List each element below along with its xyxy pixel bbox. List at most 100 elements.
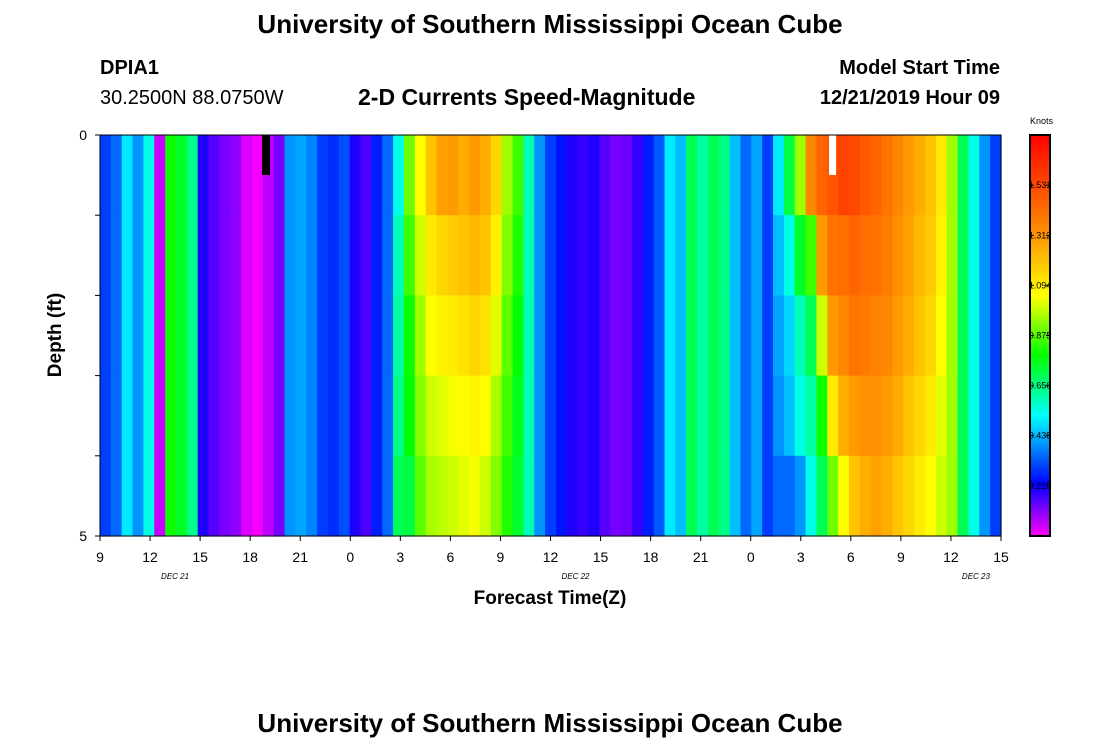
- heatmap-cell: [566, 295, 579, 377]
- heatmap-cell: [165, 215, 177, 296]
- heatmap-cell: [870, 375, 883, 457]
- heatmap-cell: [186, 295, 199, 377]
- heatmap-cell: [827, 135, 839, 216]
- heatmap-cell: [588, 455, 600, 537]
- model-start-label: Model Start Time: [839, 57, 1000, 79]
- heatmap-cell: [219, 215, 231, 296]
- day-label: DEC 21: [161, 572, 189, 581]
- heatmap-cell: [870, 295, 883, 377]
- heatmap-cell: [534, 215, 546, 296]
- heatmap-cell: [631, 215, 644, 296]
- heatmap-cell: [697, 135, 709, 216]
- heatmap-cell: [338, 295, 351, 377]
- heatmap-cell: [849, 375, 861, 457]
- heatmap-cell: [100, 375, 112, 457]
- heatmap-cell: [132, 375, 145, 457]
- heatmap-cell: [523, 215, 535, 296]
- heatmap-cell: [121, 215, 134, 296]
- heatmap-cell: [154, 215, 166, 296]
- x-axis-title: Forecast Time(Z): [474, 588, 627, 609]
- heatmap-cell: [306, 295, 318, 377]
- heatmap-cell: [490, 455, 503, 537]
- heatmap-cell: [968, 375, 980, 457]
- heatmap-cell: [501, 455, 514, 537]
- heatmap-cell: [306, 455, 318, 537]
- x-tick-label: 9: [497, 549, 505, 565]
- heatmap-cell: [479, 135, 492, 216]
- heatmap-cell: [925, 135, 937, 216]
- x-tick-label: 0: [747, 549, 755, 565]
- heatmap-chart: 05 9 12 15 18 21 0 3 6 9 12 15 18 21 0 3 6 9 12 15 DEC 21 D…: [45, 116, 1054, 609]
- heatmap-cell: [783, 215, 796, 296]
- heatmap-cell: [621, 295, 633, 377]
- heatmap-cell: [165, 135, 177, 216]
- heatmap-cell: [990, 215, 1002, 296]
- heatmap-cell: [251, 295, 264, 377]
- heatmap-cell: [783, 375, 796, 457]
- heatmap-cell: [306, 135, 318, 216]
- heatmap-cell: [403, 215, 416, 296]
- heatmap-cell: [925, 295, 937, 377]
- heatmap-cell: [523, 295, 535, 377]
- heatmap-cell: [110, 135, 123, 216]
- heatmap-cell: [729, 135, 742, 216]
- heatmap-cell: [675, 135, 687, 216]
- heatmap-cell: [762, 215, 774, 296]
- heatmap-cell: [512, 455, 524, 537]
- heatmap-cell: [642, 135, 655, 216]
- heatmap-cell: [262, 295, 275, 377]
- heatmap-cell: [393, 135, 405, 216]
- heatmap-cell: [773, 215, 785, 296]
- x-tick-label: 3: [396, 549, 404, 565]
- heatmap-cell: [110, 295, 123, 377]
- heatmap-cell: [805, 375, 818, 457]
- heatmap-cell: [968, 135, 980, 216]
- heatmap-cell: [143, 135, 155, 216]
- heatmap-cell: [859, 375, 872, 457]
- heatmap-cell: [892, 135, 904, 216]
- colorbar-tick-label: 1.312: [1029, 230, 1052, 240]
- heatmap-cell: [849, 455, 861, 537]
- heatmap-cell: [718, 455, 731, 537]
- heatmap-cell: [870, 135, 883, 216]
- heatmap-cell: [197, 215, 210, 296]
- heatmap-cell: [121, 135, 134, 216]
- heatmap-cell: [458, 295, 470, 377]
- heatmap-cell: [925, 455, 937, 537]
- heatmap-cell: [241, 295, 253, 377]
- heatmap-cell: [317, 455, 329, 537]
- heatmap-cell: [577, 215, 590, 296]
- heatmap-cell: [642, 215, 655, 296]
- model-start-value: 12/21/2019 Hour 09: [819, 87, 1000, 109]
- heatmap-cell: [165, 455, 177, 537]
- heatmap-cell: [273, 215, 286, 296]
- heatmap-cell: [686, 135, 698, 216]
- heatmap-cell: [501, 375, 514, 457]
- heatmap-cell: [968, 215, 980, 296]
- heatmap-cell: [729, 295, 742, 377]
- heatmap-cell: [946, 215, 959, 296]
- marker-black: [262, 135, 270, 175]
- heatmap-cell: [121, 295, 134, 377]
- heatmap-cell: [262, 375, 275, 457]
- heatmap-cell: [892, 295, 904, 377]
- heatmap-cell: [588, 375, 600, 457]
- heatmap-cell: [946, 135, 959, 216]
- heatmap-cell: [251, 215, 264, 296]
- colorbar-tick-label: 0.219: [1029, 481, 1052, 491]
- heatmap-cell: [957, 295, 970, 377]
- heatmap-cell: [762, 375, 774, 457]
- y-axis-title: Depth (ft): [45, 293, 66, 377]
- heatmap-cell: [979, 455, 991, 537]
- heatmap-cell: [382, 215, 394, 296]
- heatmap-cell: [588, 135, 600, 216]
- heatmap-cell: [241, 215, 253, 296]
- day-label: DEC 22: [561, 572, 590, 581]
- heatmap-cell: [707, 455, 720, 537]
- heatmap-cell: [631, 295, 644, 377]
- heatmap-cell: [512, 295, 524, 377]
- heatmap-cell: [382, 135, 394, 216]
- heatmap-cell: [425, 295, 438, 377]
- heatmap-cell: [490, 135, 503, 216]
- x-tick-label: 15: [192, 549, 208, 565]
